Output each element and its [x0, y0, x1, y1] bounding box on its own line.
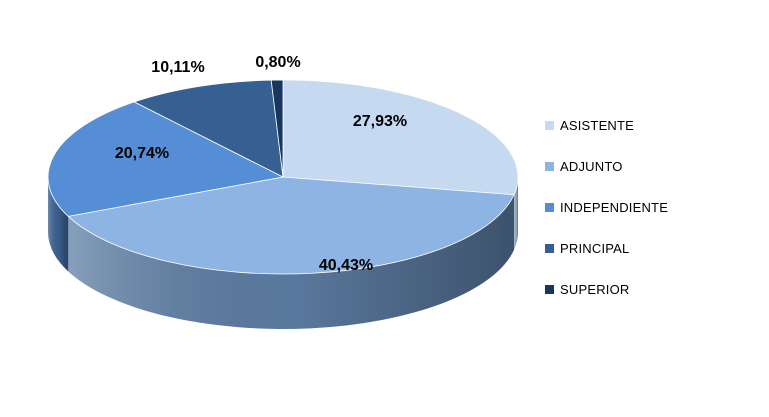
legend-item-independiente: INDEPENDIENTE [545, 187, 760, 228]
legend-item-superior: SUPERIOR [545, 269, 760, 310]
legend-swatch [545, 121, 554, 130]
data-label-superior: 0,80% [255, 54, 300, 71]
legend-label: SUPERIOR [560, 282, 630, 297]
legend-item-adjunto: ADJUNTO [545, 146, 760, 187]
legend-swatch [545, 244, 554, 253]
legend-swatch [545, 285, 554, 294]
legend-item-principal: PRINCIPAL [545, 228, 760, 269]
pie-slice-superior [270, 79, 284, 178]
data-label-independiente: 20,74% [115, 145, 169, 162]
data-label-asistente: 27,93% [353, 113, 407, 130]
pie-slice-asistente [282, 79, 519, 196]
legend-label: PRINCIPAL [560, 241, 630, 256]
pie-side-shade [514, 177, 518, 250]
pie-slice-independiente [47, 101, 285, 217]
data-label-principal: 10,11% [151, 59, 204, 76]
legend-label: INDEPENDIENTE [560, 200, 669, 215]
pie-label-layer: 27,93% 40,43% 20,74% 10,11% 0,80% [115, 54, 407, 274]
legend-item-asistente: ASISTENTE [545, 105, 760, 146]
pie-slice-principal [133, 79, 284, 178]
pie-side-shade [48, 177, 69, 272]
pie-slice-adjunto [67, 176, 515, 275]
legend-label: ASISTENTE [560, 118, 635, 133]
pie-top-layer [47, 79, 519, 275]
legend-label: ADJUNTO [560, 159, 623, 174]
legend-swatch [545, 162, 554, 171]
pie-side-layer [48, 177, 518, 329]
legend-swatch [545, 203, 554, 212]
pie-side-shade [68, 194, 515, 329]
data-label-adjunto: 40,43% [319, 257, 373, 274]
legend: ASISTENTE ADJUNTO INDEPENDIENTE PRINCIPAL SU… [545, 105, 760, 310]
